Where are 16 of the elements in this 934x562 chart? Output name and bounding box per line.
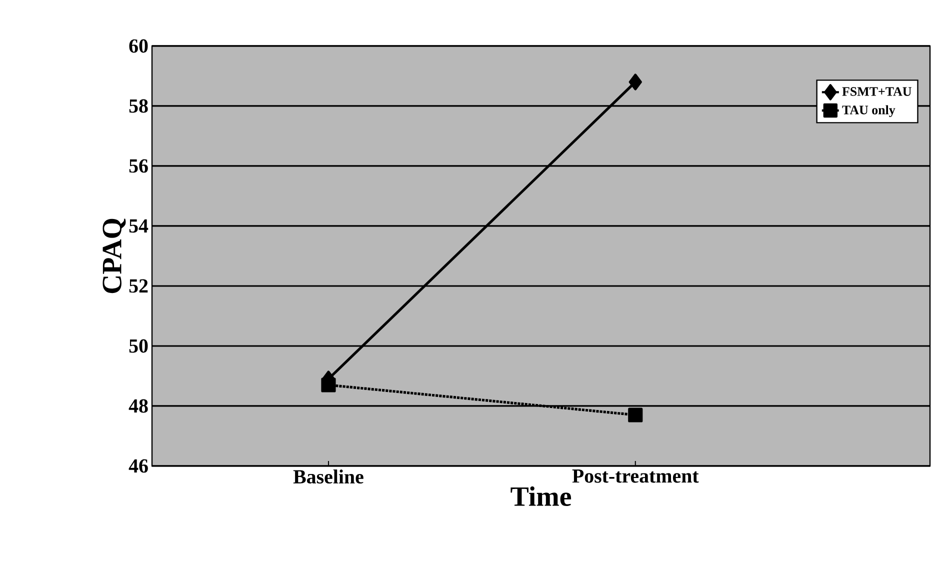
- y-tick-label: 48: [128, 399, 148, 413]
- x-axis-title: Time: [510, 486, 572, 506]
- y-tick-label: 46: [128, 459, 148, 473]
- point: [628, 74, 642, 90]
- legend-label: TAU only: [842, 105, 896, 118]
- y-tick-label: 58: [129, 99, 148, 113]
- point: [628, 408, 643, 422]
- y-tick-label: 60: [129, 39, 148, 53]
- x-tick-label: Post-treatment: [572, 470, 699, 483]
- y-tick-label: 52: [129, 279, 148, 293]
- y-tick-label: 54: [129, 219, 148, 233]
- y-axis-title: CPAQ: [102, 218, 126, 294]
- y-tick-label: 50: [129, 339, 148, 353]
- x-tick-label: Baseline: [293, 470, 364, 484]
- legend-label: FSMT+TAU: [842, 87, 912, 96]
- y-tick-label: 56: [129, 159, 148, 173]
